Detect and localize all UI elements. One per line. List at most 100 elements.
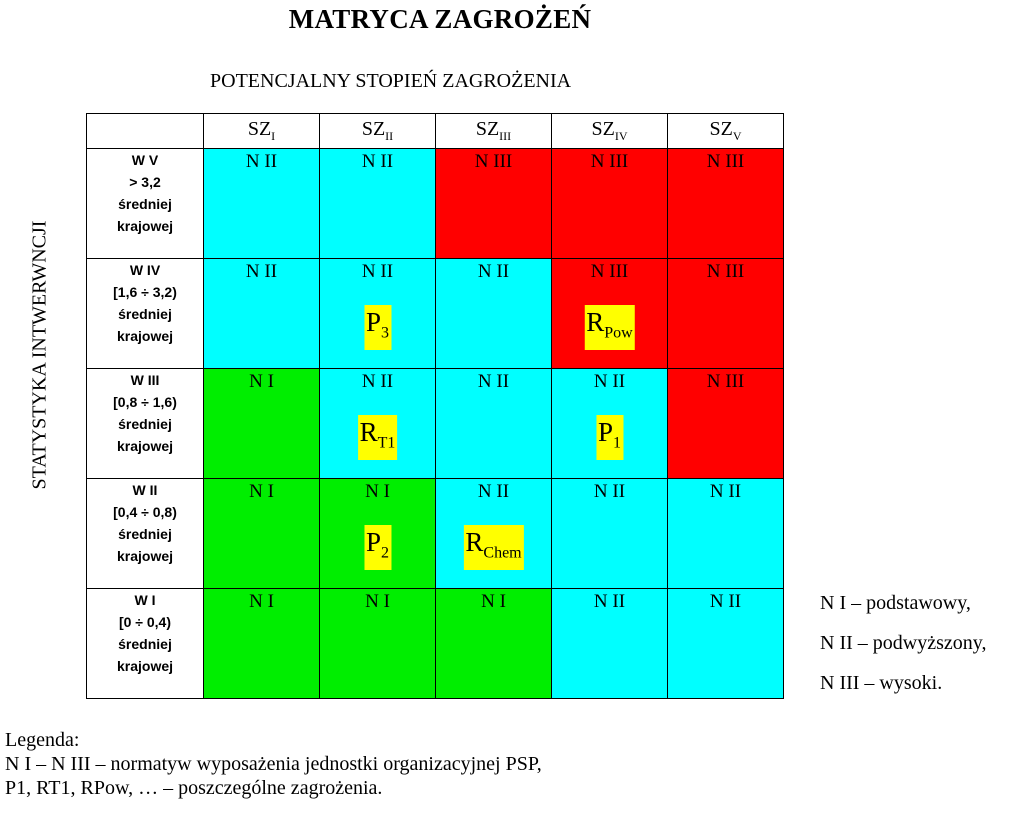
cell-level: N II bbox=[361, 371, 394, 392]
matrix-cell: N II bbox=[551, 478, 668, 589]
row-header-line: W IV bbox=[129, 262, 161, 278]
threat-tag-sub: 3 bbox=[381, 324, 390, 342]
matrix-cell: N II bbox=[667, 588, 784, 699]
row-header-line: krajowej bbox=[116, 548, 174, 564]
row-header-line: krajowej bbox=[116, 218, 174, 234]
column-header: SZIII bbox=[435, 113, 552, 149]
matrix-cell: N II P3 bbox=[319, 258, 436, 369]
row-header-line: [1,6 ÷ 3,2) bbox=[113, 284, 177, 300]
matrix-cell: N I bbox=[435, 588, 552, 699]
cell-level: N II bbox=[709, 591, 742, 612]
legend-line: N I – N III – normatyw wyposażenia jedno… bbox=[5, 753, 542, 775]
threat-tag: P1 bbox=[595, 415, 624, 461]
column-header-base: SZ bbox=[247, 118, 272, 140]
column-header-sub: III bbox=[499, 129, 512, 143]
column-header-base: SZ bbox=[709, 118, 733, 140]
level-legend-item: N III – wysoki. bbox=[820, 672, 943, 694]
row-header-line: średniej bbox=[118, 196, 172, 212]
column-header: SZI bbox=[203, 113, 320, 149]
row-header: W IV [1,6 ÷ 3,2) średniej krajowej bbox=[86, 258, 204, 369]
row-header-line: W I bbox=[134, 592, 156, 608]
threat-tag: P3 bbox=[363, 305, 392, 351]
matrix-cell: N III RPow bbox=[551, 258, 668, 369]
matrix-row: W V > 3,2 średniej krajowej N II N II N III N I… bbox=[86, 148, 784, 259]
level-legend: N I – podstawowy, N II – podwyższony, N … bbox=[820, 590, 986, 710]
row-header: W II [0,4 ÷ 0,8) średniej krajowej bbox=[86, 478, 204, 589]
matrix-cell: N I P2 bbox=[319, 478, 436, 589]
cell-level: N II bbox=[593, 371, 626, 392]
cell-level: N II bbox=[593, 591, 626, 612]
cell-level: N III bbox=[706, 151, 745, 172]
column-header-sub: V bbox=[732, 129, 742, 143]
matrix-cell: N I bbox=[203, 478, 320, 589]
cell-level: N I bbox=[249, 591, 274, 612]
row-header-line: krajowej bbox=[116, 658, 174, 674]
matrix-cell: N III bbox=[667, 148, 784, 259]
matrix-cell: N III bbox=[435, 148, 552, 259]
cell-level: N II bbox=[477, 371, 510, 392]
threat-tag-base: R bbox=[465, 527, 484, 557]
cell-level: N II bbox=[361, 261, 394, 282]
threat-tag-sub: Chem bbox=[483, 544, 522, 562]
column-header-base: SZ bbox=[475, 118, 500, 140]
cell-level: N I bbox=[249, 481, 274, 502]
threat-tag: RChem bbox=[463, 525, 524, 571]
cell-level: N III bbox=[474, 151, 513, 172]
cell-level: N II bbox=[477, 261, 510, 282]
threat-tag-base: P bbox=[597, 417, 614, 447]
row-header-line: średniej bbox=[118, 416, 172, 432]
matrix-cell: N III bbox=[667, 368, 784, 479]
row-header-line: krajowej bbox=[116, 328, 174, 344]
row-header-line: [0 ÷ 0,4) bbox=[118, 614, 172, 630]
matrix-cell: N I bbox=[203, 368, 320, 479]
threat-tag-base: P bbox=[365, 307, 382, 337]
legend-heading: Legenda: bbox=[5, 729, 80, 751]
cell-level: N III bbox=[706, 261, 745, 282]
row-header-line: > 3,2 bbox=[129, 174, 161, 190]
matrix-cell: N II bbox=[435, 368, 552, 479]
legend: Legenda: N I – N III – normatyw wyposaże… bbox=[5, 728, 542, 800]
cell-level: N III bbox=[590, 261, 629, 282]
threat-matrix: SZI SZII SZIII SZIV SZV W V > 3,2 średniej kraj… bbox=[86, 113, 784, 699]
matrix-cell: N II P1 bbox=[551, 368, 668, 479]
row-header-line: średniej bbox=[118, 526, 172, 542]
cell-level: N I bbox=[365, 481, 390, 502]
threat-tag-base: R bbox=[586, 307, 605, 337]
matrix-cell: N III bbox=[667, 258, 784, 369]
legend-line: P1, RT1, RPow, … – poszczególne zagrożen… bbox=[5, 777, 383, 799]
column-header-base: SZ bbox=[361, 118, 386, 140]
row-header-line: [0,8 ÷ 1,6) bbox=[113, 394, 177, 410]
matrix-cell: N I bbox=[203, 588, 320, 699]
threat-tag-sub: Pow bbox=[604, 324, 633, 342]
row-header: W V > 3,2 średniej krajowej bbox=[86, 148, 204, 259]
row-header-line: średniej bbox=[118, 306, 172, 322]
cell-level: N II bbox=[593, 481, 626, 502]
cell-level: N II bbox=[361, 151, 394, 172]
cell-level: N II bbox=[245, 261, 278, 282]
column-axis-label: POTENCJALNY STOPIEŃ ZAGROŻENIA bbox=[210, 70, 572, 92]
level-legend-item: N II – podwyższony, bbox=[820, 632, 987, 654]
threat-tag-base: P bbox=[365, 527, 382, 557]
cell-level: N II bbox=[477, 481, 510, 502]
cell-level: N I bbox=[481, 591, 506, 612]
threat-tag-base: R bbox=[359, 417, 378, 447]
matrix-body: W V > 3,2 średniej krajowej N II N II N III N I… bbox=[86, 148, 784, 699]
matrix-row: W I [0 ÷ 0,4) średniej krajowej N I N I N I N I… bbox=[86, 588, 784, 699]
column-header-sub: II bbox=[385, 129, 394, 143]
row-axis-label: STATYSTYKA INTWERWNCJI bbox=[28, 220, 51, 490]
cell-level: N II bbox=[245, 151, 278, 172]
row-header: W I [0 ÷ 0,4) średniej krajowej bbox=[86, 588, 204, 699]
threat-tag: RPow bbox=[584, 305, 635, 351]
threat-tag-sub: T1 bbox=[377, 434, 396, 452]
page-title: MATRYCA ZAGROŻEŃ bbox=[288, 4, 592, 34]
row-header-line: W V bbox=[131, 152, 159, 168]
row-header-line: W II bbox=[132, 482, 158, 498]
threat-tag: P2 bbox=[363, 525, 392, 571]
matrix-cell: N II bbox=[319, 148, 436, 259]
cell-level: N III bbox=[590, 151, 629, 172]
column-header: SZII bbox=[319, 113, 436, 149]
column-header-sub: IV bbox=[614, 129, 628, 143]
matrix-cell: N II bbox=[435, 258, 552, 369]
matrix-cell: N II RT1 bbox=[319, 368, 436, 479]
